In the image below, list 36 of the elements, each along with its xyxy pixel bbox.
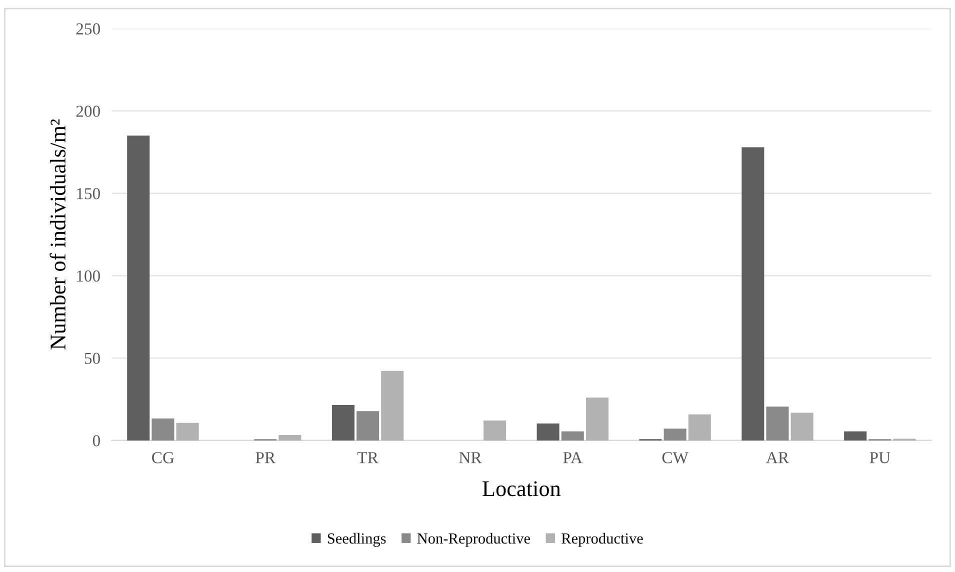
bar (278, 435, 302, 440)
legend-label: Non-Reproductive (417, 532, 530, 547)
y-axis-title: Number of individuals/m² (50, 119, 66, 350)
bar (356, 411, 380, 440)
bar (381, 370, 404, 440)
bar (561, 431, 584, 440)
bar (127, 136, 150, 440)
y-tick-label: 50 (84, 352, 100, 364)
bar (332, 405, 354, 440)
bar (766, 406, 789, 440)
bar (742, 147, 764, 440)
x-tick-label: PA (563, 452, 582, 464)
y-tick-label: 150 (77, 188, 100, 200)
y-tick-label: 100 (77, 270, 100, 282)
bar (586, 398, 608, 440)
x-tick-label: CW (662, 452, 688, 464)
x-tick-label: TR (357, 452, 378, 464)
bar (152, 418, 174, 440)
bar (844, 431, 867, 440)
x-axis-title: Location (482, 481, 561, 496)
bar (176, 422, 199, 440)
bar (484, 420, 506, 440)
x-tick-label: PU (870, 452, 890, 464)
bar (536, 423, 560, 440)
bar (688, 414, 711, 440)
y-tick-label: 250 (76, 23, 100, 35)
bar (664, 428, 686, 440)
legend-label: Seedlings (328, 532, 386, 547)
x-tick-label: CG (152, 452, 174, 464)
x-tick-label: NR (459, 452, 482, 464)
x-tick-label: AR (766, 452, 790, 464)
legend-label: Reproductive (562, 532, 643, 547)
x-tick-label: PR (256, 452, 276, 464)
bar (790, 412, 814, 440)
y-tick-label: 0 (92, 435, 100, 446)
y-tick-label: 200 (76, 106, 100, 117)
